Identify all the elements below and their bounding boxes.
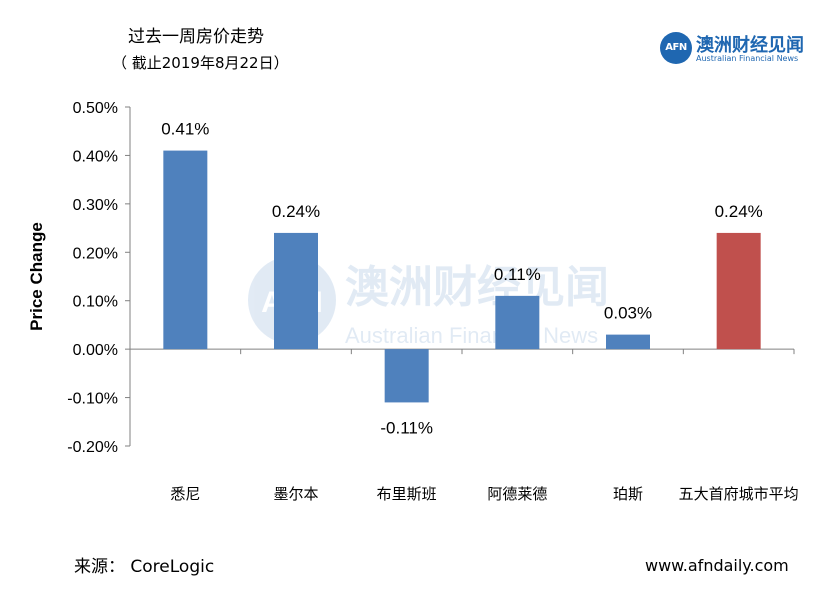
afn-logo: AFN 澳洲财经见闻 Australian Financial News — [660, 32, 820, 66]
bar-1 — [274, 232, 318, 350]
bar-5 — [716, 232, 761, 350]
bar-0 — [163, 150, 208, 350]
y-tick-label: 0.40% — [73, 148, 118, 165]
logo-name-en: Australian Financial News — [696, 54, 799, 63]
category-label: 墨尔本 — [273, 485, 318, 503]
source-note: 来源： CoreLogic — [74, 557, 215, 577]
category-label: 悉尼 — [170, 485, 200, 503]
y-axis-title: Price Change — [27, 222, 46, 331]
y-tick-label: -0.10% — [67, 391, 118, 408]
watermark-name-cn: 澳洲财经见闻 — [345, 262, 609, 313]
category-label: 布里斯班 — [377, 485, 437, 503]
afn-logo-mark: AFN — [660, 32, 692, 64]
chart-subtitle: （ 截止2019年8月22日） — [112, 54, 289, 72]
category-label: 珀斯 — [613, 485, 643, 503]
y-tick-label: 0.50% — [73, 100, 118, 117]
y-tick-label: 0.10% — [73, 294, 118, 311]
value-label: 0.03% — [604, 304, 652, 323]
bar-2 — [384, 349, 429, 403]
value-label: 0.11% — [494, 265, 541, 284]
chart-title: 过去一周房价走势 — [128, 27, 264, 47]
y-tick-label: 0.20% — [73, 245, 118, 262]
category-label: 五大首府城市平均 — [679, 485, 799, 503]
site-url: www.afndaily.com — [645, 556, 789, 575]
bar-3 — [495, 295, 540, 350]
value-label: 0.41% — [161, 120, 209, 139]
y-tick-label: 0.30% — [73, 197, 118, 214]
watermark-name-en: Australian Financial News — [345, 323, 598, 348]
logo-name-cn: 澳洲财经见闻 — [696, 35, 804, 56]
y-tick-label: 0.00% — [73, 342, 118, 359]
bar-4 — [606, 334, 650, 350]
value-label: 0.24% — [272, 202, 320, 221]
y-tick-label: -0.20% — [67, 439, 118, 456]
value-label: 0.24% — [715, 202, 763, 221]
category-label: 阿德莱德 — [487, 485, 547, 503]
value-label: -0.11% — [380, 418, 433, 437]
bar-chart: AFN 澳洲财经见闻 Australian Financial News -0.… — [27, 100, 799, 503]
